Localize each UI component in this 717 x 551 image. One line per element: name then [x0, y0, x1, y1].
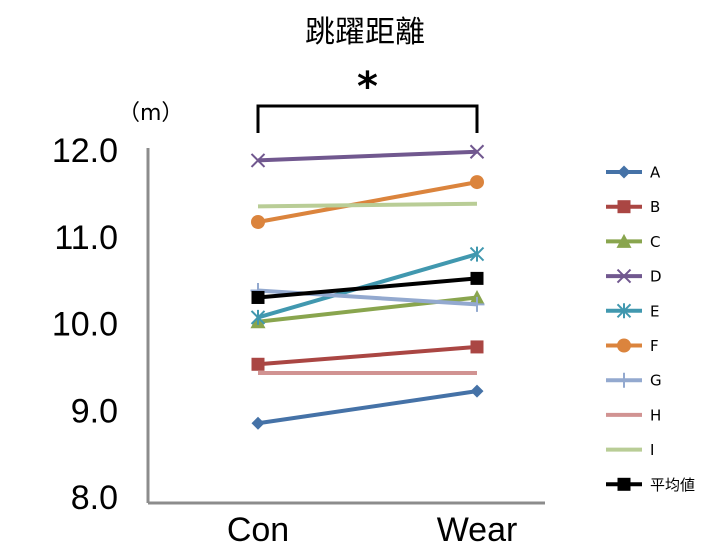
legend-marker — [617, 200, 631, 214]
series-6 — [251, 175, 484, 230]
data-point — [250, 309, 266, 325]
legend-label: 平均値 — [650, 476, 695, 494]
series-line — [257, 344, 478, 367]
chart-title: 跳躍距離 — [305, 15, 425, 50]
significance-marker: * — [357, 64, 378, 110]
legend-marker — [616, 268, 632, 284]
data-point — [250, 153, 266, 168]
legend-marker — [617, 165, 631, 179]
series-4 — [250, 144, 485, 168]
x-tick-label: Wear — [437, 511, 518, 549]
series-layer — [250, 144, 485, 430]
y-tick-label: 12.0 — [52, 132, 118, 170]
legend-item: D — [606, 268, 662, 286]
series-line — [257, 201, 478, 209]
series-1 — [251, 384, 484, 430]
legend-label: F — [650, 337, 659, 355]
legend-marker — [616, 233, 632, 248]
data-point — [251, 416, 265, 430]
series-line — [257, 276, 478, 300]
series-9 — [257, 201, 478, 209]
y-tick-label: 10.0 — [52, 306, 118, 344]
data-point — [469, 144, 485, 159]
series-10 — [251, 271, 484, 304]
series-5 — [250, 246, 485, 325]
legend-item: A — [606, 164, 661, 182]
legend-item: F — [606, 337, 659, 355]
legend-item: I — [606, 441, 654, 459]
significance-bracket-line — [256, 104, 479, 133]
legend-item: G — [606, 372, 662, 390]
legend-item: E — [606, 302, 659, 320]
legend-label: C — [650, 233, 660, 251]
x-tick-label: Con — [227, 511, 289, 549]
legend-marker — [616, 303, 632, 319]
legend-item: 平均値 — [606, 476, 695, 494]
data-point — [470, 384, 484, 398]
y-tick-label: 8.0 — [71, 479, 118, 517]
data-point — [470, 340, 484, 354]
data-point — [470, 271, 484, 285]
data-point — [469, 246, 485, 262]
y-tick-label: 11.0 — [54, 219, 118, 257]
legend-marker — [617, 477, 631, 491]
legend-label: G — [650, 372, 662, 390]
data-point — [251, 357, 265, 371]
legend-label: A — [650, 164, 661, 182]
series-line — [257, 252, 478, 320]
y-tick-label: 9.0 — [71, 392, 118, 430]
legend-marker — [616, 372, 632, 388]
data-point — [251, 290, 265, 304]
data-point — [251, 215, 265, 230]
legend-label: D — [650, 268, 662, 286]
axes: 8.0 9.0 10.0 11.0 12.0 Con Wear — [52, 132, 545, 549]
series-2 — [251, 340, 484, 371]
significance-bracket: * — [256, 64, 479, 133]
series-line — [257, 149, 478, 163]
series-line — [257, 389, 478, 426]
y-unit-label: （m） — [118, 101, 183, 126]
legend-label: B — [650, 198, 660, 216]
legend-item: B — [606, 198, 660, 216]
legend-marker — [617, 338, 631, 353]
series-line — [257, 180, 478, 224]
legend-item: C — [606, 233, 660, 251]
legend-label: I — [650, 441, 654, 459]
legend-label: E — [650, 302, 659, 320]
data-point — [470, 175, 484, 190]
legend-item: H — [606, 406, 661, 424]
data-point — [469, 296, 485, 312]
legend-label: H — [650, 406, 661, 424]
